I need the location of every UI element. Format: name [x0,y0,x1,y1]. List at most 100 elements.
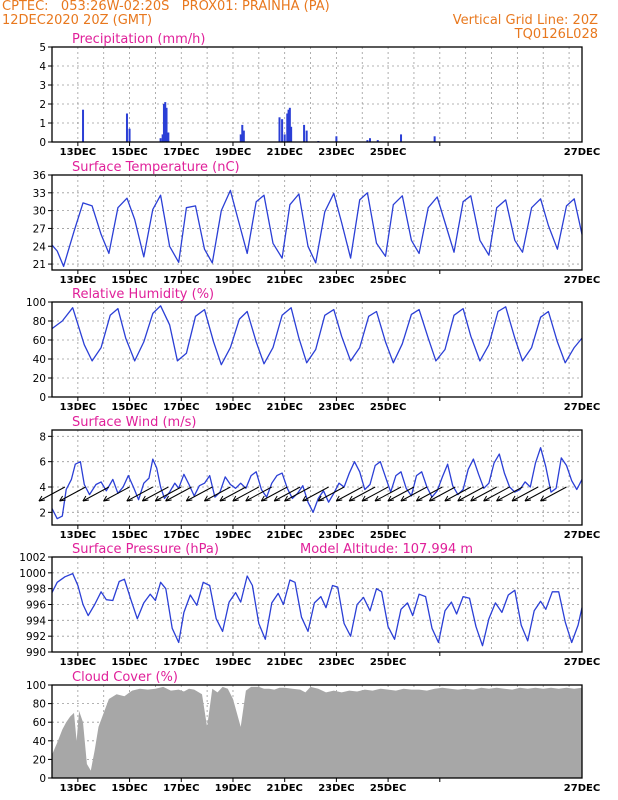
temperature-ytick-label: 27 [33,223,46,235]
pressure-ytick-label: 996 [26,600,46,612]
wind-ytick-label: 4 [39,482,46,494]
cloud-ytick-label: 60 [33,717,46,729]
precipitation-bar [369,138,371,142]
wind-arrow [524,486,552,502]
pressure-xtick-label: 19DEC [215,657,251,668]
cloud-panel: 0 20 40 60 80 100 13DEC 15DEC 17DEC 19DEC 21DEC 23D… [26,670,600,794]
wind-arrow [273,486,301,502]
temperature-ytick-label: 33 [33,188,46,200]
header-station-line: CPTEC: 053:26W-02:20S PROX01: PRAINHA (P… [2,0,330,14]
humidity-ytick-label: 60 [33,335,46,347]
precipitation-bar [167,132,170,142]
precipitation-bar [281,119,284,142]
wind-arrow [387,486,415,502]
precipitation-bar [241,124,244,142]
pressure-xtick-label: 15DEC [111,657,147,668]
pressure-xtick-label: 23DEC [318,657,354,668]
precipitation-xtick-label: 21DEC [266,147,302,158]
humidity-xtick-label: 15DEC [111,402,147,413]
wind-arrow [245,486,272,502]
temperature-xtick-label: 15DEC [111,275,147,286]
pressure-ytick-label: 1002 [19,552,46,564]
wind-arrow-head [361,495,369,502]
precipitation-xtick-label: 13DEC [60,147,96,158]
wind-arrow [302,486,329,502]
wind-xtick-label: 27DEC [564,530,600,541]
wind-arrow-head [203,495,211,502]
wind-ytick-label: 8 [39,431,46,443]
pressure-ytick-label: 994 [26,615,46,627]
precipitation-ytick-label: 2 [39,99,46,111]
precipitation-bar [82,109,85,142]
wind-arrow-head [374,495,382,502]
wind-arrow-head [387,495,395,502]
wind-arrow [261,486,288,502]
pressure-xtick-label: 25DEC [370,657,406,668]
wind-arrow-head [260,495,268,502]
precipitation-xtick-label: 27DEC [564,147,600,158]
wind-xtick-label: 13DEC [60,530,96,541]
wind-arrow-head [317,495,325,502]
precipitation-bar [283,134,286,142]
wind-arrow [470,486,497,502]
precipitation-bar [287,109,290,142]
wind-arrow-head [38,495,46,502]
pressure-ytick-label: 992 [26,631,46,643]
wind-arrow [82,486,110,502]
precipitation-frame [51,46,583,143]
wind-arrow [204,486,231,502]
precipitation-bar [433,136,436,142]
humidity-xtick-label: 23DEC [318,402,354,413]
temperature-frame [51,174,583,271]
wind-ytick-label: 2 [39,507,46,519]
wind-frame [51,429,583,526]
wind-xtick-label: 25DEC [370,530,406,541]
wind-arrow [457,486,484,502]
wind-arrow-head [483,495,490,502]
cloud-frame [51,684,583,779]
temperature-title: Surface Temperature (nC) [72,160,240,175]
pressure-xtick-label: 13DEC [60,657,96,668]
wind-line [51,447,583,520]
precipitation-bar [239,134,242,142]
wind-arrow [232,486,260,502]
precipitation-bar [305,130,308,142]
wind-arrow-head [540,495,547,502]
wind-arrow-head [82,495,89,502]
wind-xtick-label: 23DEC [318,530,354,541]
header-run-date: 12DEC2020 20Z (GMT) [2,13,153,28]
precipitation-bar [128,128,131,142]
pressure-xtick-label: 21DEC [266,657,302,668]
wind-arrow-head [232,495,239,502]
cloud-xtick-label: 13DEC [60,783,96,794]
humidity-ytick-label: 80 [33,316,46,328]
wind-arrow-head [415,495,423,502]
humidity-frame [51,301,583,398]
wind-arrow-head [284,495,291,502]
wind-xtick-label: 21DEC [266,530,302,541]
temperature-xtick-label: 27DEC [564,275,600,286]
precipitation-xtick-label: 25DEC [370,147,406,158]
wind-arrow [540,486,567,502]
temperature-xtick-label: 23DEC [318,275,354,286]
pressure-ytick-label: 998 [26,584,46,596]
wind-arrow-head [59,495,66,502]
wind-arrow-head [103,495,110,502]
wind-arrow-head [348,495,356,502]
temperature-ytick-label: 24 [33,241,47,253]
wind-arrow-head [273,495,281,502]
wind-arrow [336,486,363,502]
cloud-ytick-label: 100 [26,680,46,692]
humidity-panel: 0 20 40 60 80 100 13DEC 15DEC 17DEC 19DEC 21DEC 23D… [26,287,600,413]
wind-arrow-head [126,495,133,502]
cloud-ytick-label: 40 [33,736,46,748]
precipitation-ytick-label: 4 [39,61,46,73]
humidity-xtick-label: 25DEC [370,402,406,413]
temperature-xtick-label: 17DEC [163,275,199,286]
cloud-xtick-label: 27DEC [564,783,600,794]
precipitation-xtick-label: 19DEC [215,147,251,158]
humidity-xtick-label: 17DEC [163,402,199,413]
temperature-line [51,189,583,268]
cloud-xtick-label: 19DEC [215,783,251,794]
